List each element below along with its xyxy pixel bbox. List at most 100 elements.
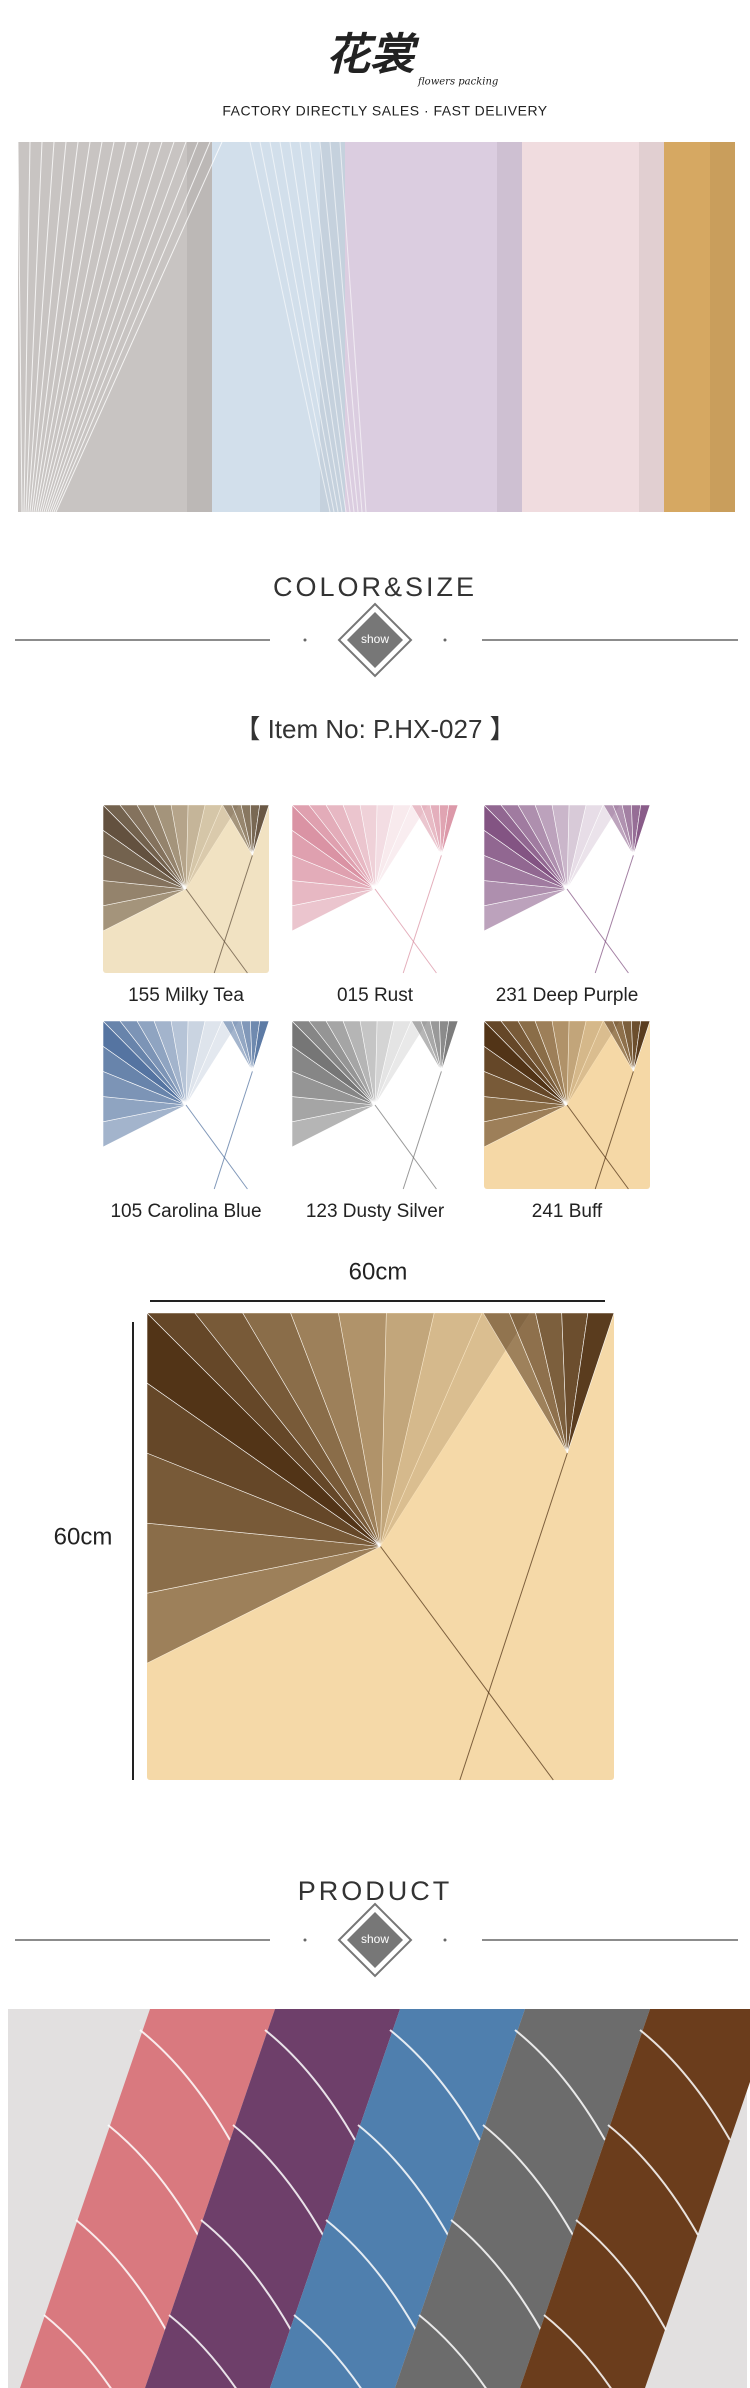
fabric-line — [269, 141, 339, 513]
dot — [303, 1938, 307, 1942]
roll-stripe — [639, 2029, 731, 2141]
stem — [566, 1104, 629, 1190]
swatch-label: 105 Carolina Blue — [110, 1201, 261, 1222]
fabric-line — [33, 141, 91, 513]
stem — [213, 855, 253, 974]
fabric-line — [43, 141, 151, 513]
fan-wedge — [374, 1020, 395, 1106]
fan-wedge — [551, 804, 570, 890]
roll-stripe — [200, 2219, 292, 2331]
fabric-line — [41, 141, 139, 513]
size-sample — [146, 1312, 615, 1781]
fabric-line — [37, 141, 115, 513]
fan-wedge — [380, 1312, 483, 1547]
fan-wedge — [359, 1020, 378, 1106]
swatch-label: 155 Milky Tea — [128, 985, 244, 1006]
fabric-line — [31, 141, 79, 513]
fabric-line — [329, 141, 363, 513]
fabric-line — [27, 141, 55, 513]
banner-photo — [17, 141, 735, 513]
fabric-line — [35, 141, 103, 513]
fabric-roll — [345, 142, 522, 512]
badge — [347, 1912, 403, 1968]
fabric-line — [45, 141, 163, 513]
fabric-roll — [18, 142, 212, 512]
swatch-label: 015 Rust — [337, 985, 414, 1006]
roll-stripe — [264, 2029, 356, 2141]
roll-stripe — [168, 2314, 237, 2388]
fan-wedge — [374, 804, 412, 890]
swatch-label: 123 Dusty Silver — [306, 1201, 445, 1222]
roll-stripe — [607, 2124, 699, 2236]
fan-wedge — [338, 1312, 387, 1547]
dot — [303, 638, 307, 642]
fabric-shade — [187, 142, 212, 512]
fabric-line — [319, 141, 359, 513]
fabric-line — [55, 141, 223, 513]
roll — [145, 2009, 400, 2388]
fabric-line — [279, 141, 343, 513]
roll — [520, 2009, 750, 2388]
roll — [395, 2009, 650, 2388]
roll-stripe — [139, 2029, 231, 2141]
stem — [213, 1071, 253, 1190]
stem — [594, 1071, 634, 1190]
fabric-line — [25, 141, 43, 513]
stem — [402, 1071, 442, 1190]
fan-wedge — [342, 804, 376, 890]
fabric-shade — [639, 142, 664, 512]
badge-outline — [337, 602, 413, 678]
roll-stripe — [450, 2219, 542, 2331]
fan-wedge — [633, 1020, 651, 1072]
roll-stripe — [543, 2314, 612, 2388]
item-number: 【 Item No: P.HX-027 】 — [234, 714, 515, 744]
dot — [443, 638, 447, 642]
fabric-roll — [212, 142, 345, 512]
roll-stripe — [43, 2314, 112, 2388]
roll-stripe — [75, 2219, 167, 2331]
fan-wedge — [290, 1312, 381, 1547]
fabric-line — [51, 141, 199, 513]
fan-wedge — [380, 1312, 435, 1547]
stem — [566, 888, 629, 974]
stem — [185, 1104, 248, 1190]
roll-stripe — [514, 2029, 606, 2141]
stem — [402, 855, 442, 974]
roll-stripe — [418, 2314, 487, 2388]
roll-stripe — [293, 2314, 362, 2388]
fan-wedge — [342, 1020, 376, 1106]
section-title: COLOR&SIZE — [273, 572, 477, 602]
fabric-shade — [497, 142, 522, 512]
fan-wedge — [566, 1020, 604, 1106]
roll-stripe — [232, 2124, 324, 2236]
stem — [374, 1104, 437, 1190]
product-photo — [8, 2009, 750, 2388]
fabric-line — [47, 141, 175, 513]
divider: show — [15, 602, 738, 678]
roll-stripe — [325, 2219, 417, 2331]
fabric-roll — [522, 142, 664, 512]
fabric-line — [289, 141, 347, 513]
fan-wedge — [374, 804, 395, 890]
stem — [459, 1452, 568, 1781]
swatch-label: 241 Buff — [532, 1201, 603, 1222]
fabric-line — [29, 141, 67, 513]
fan-wedge — [534, 1020, 568, 1106]
fan-wedge — [633, 804, 651, 856]
stem — [374, 888, 437, 974]
fan-wedge — [359, 804, 378, 890]
fan-wedge — [185, 804, 206, 890]
roll — [270, 2009, 525, 2388]
fabric-line — [309, 141, 355, 513]
fabric-roll — [664, 142, 735, 512]
swatch-label: 231 Deep Purple — [496, 985, 639, 1006]
swatch-grid: 155 Milky Tea 015 Rust 231 Deep Purple 105 … — [102, 804, 651, 1222]
fan-wedge — [170, 804, 189, 890]
roll-stripe — [482, 2124, 574, 2236]
logo-sub: flowers packing — [417, 77, 498, 88]
fan-wedge — [170, 1020, 189, 1106]
fabric-line — [49, 141, 187, 513]
fan-wedge — [252, 1020, 270, 1072]
